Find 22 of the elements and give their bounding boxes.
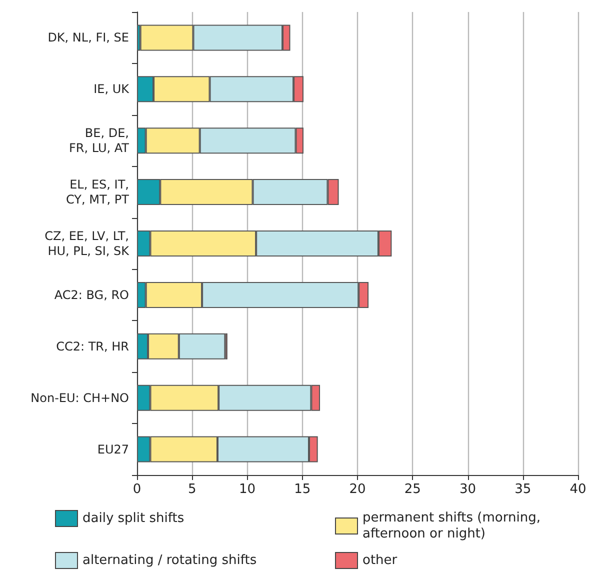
legend-label: alternating / rotating shifts bbox=[82, 553, 257, 568]
y-tick-label: CZ, EE, LV, LT, HU, PL, SI, SK bbox=[44, 229, 130, 258]
legend-label: daily split shifts bbox=[82, 511, 184, 526]
legend-label: other bbox=[362, 553, 398, 568]
x-tick-label: 10 bbox=[238, 482, 256, 497]
y-tick-label: DK, NL, FI, SE bbox=[48, 30, 129, 45]
y-tick-label: AC2: BG, RO bbox=[54, 288, 129, 302]
y-tick-label: Non-EU: CH+NO bbox=[30, 390, 129, 405]
x-tick-label: 30 bbox=[459, 482, 476, 497]
x-tick-label: 0 bbox=[132, 482, 142, 497]
x-tick-label: 35 bbox=[514, 482, 532, 497]
y-tick-label: CC2: TR, HR bbox=[56, 339, 129, 354]
x-tick-label: 5 bbox=[188, 482, 196, 497]
x-tick-label: 40 bbox=[570, 482, 586, 497]
x-tick-label: 15 bbox=[294, 482, 311, 497]
y-tick-label: IE, UK bbox=[94, 82, 130, 96]
y-tick-label: EU27 bbox=[97, 442, 129, 456]
y-tick-label: EL, ES, IT, CY, MT, PT bbox=[66, 178, 130, 207]
x-tick-label: 20 bbox=[349, 482, 366, 497]
y-tick-label: BE, DE, FR, LU, AT bbox=[69, 126, 130, 156]
legend-label: permanent shifts (morning, afternoon or night) bbox=[362, 510, 545, 542]
x-tick-label: 25 bbox=[404, 482, 421, 497]
